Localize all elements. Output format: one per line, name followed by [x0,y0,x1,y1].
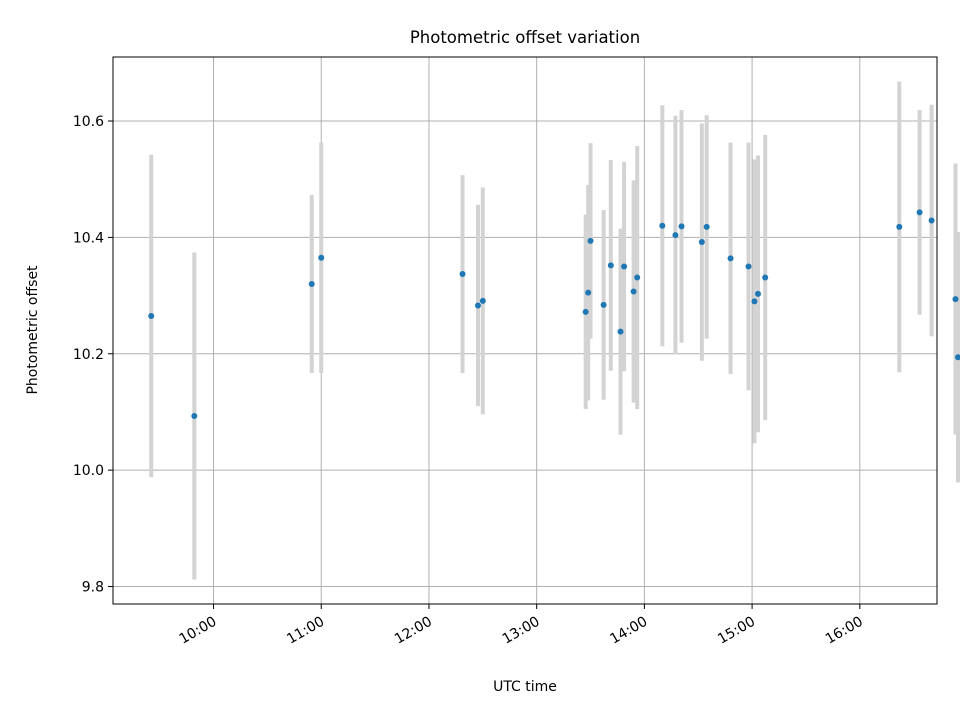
data-point [582,308,589,315]
data-point [727,255,734,262]
data-point [678,223,685,230]
data-point [459,271,466,278]
chart-title: Photometric offset variation [410,28,640,47]
y-axis-label: Photometric offset [25,265,41,395]
y-tick-label: 10.6 [73,114,104,130]
y-axis-ticks: 9.8 10.0 10.2 10.4 10.6 [73,114,113,596]
data-point [630,288,637,295]
data-point [751,298,758,305]
data-point [762,274,769,281]
data-point [607,262,614,269]
data-point [148,312,155,319]
y-tick-label: 10.4 [73,230,104,246]
data-point [479,297,486,304]
data-point [703,223,710,230]
data-point [952,296,959,303]
data-point [191,413,198,420]
plot-frame [112,56,938,605]
data-point [896,223,903,230]
data-point [634,274,641,281]
y-tick-label: 9.8 [82,580,104,596]
data-point [318,254,325,261]
data-point [955,354,960,361]
data-point [672,232,679,239]
data-point [600,301,607,308]
data-point [587,237,594,244]
data-point [585,289,592,296]
data-point [659,222,666,229]
data-point [916,209,923,216]
data-point [621,263,628,270]
data-point [745,263,752,270]
y-tick-label: 10.0 [73,463,104,479]
data-points [148,209,960,420]
x-axis-label: UTC time [493,679,557,695]
data-point [755,290,762,297]
data-point [698,239,705,246]
data-point [308,280,315,287]
y-tick-label: 10.2 [73,347,104,363]
data-point [474,302,481,309]
data-point [928,217,935,224]
data-point [617,328,624,335]
